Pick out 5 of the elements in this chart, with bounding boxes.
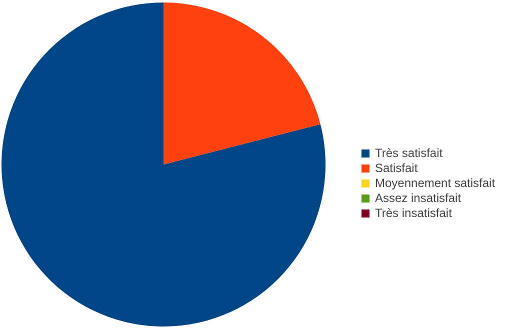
legend-label: Très satisfait [375, 146, 443, 160]
legend-label: Moyennement satisfait [375, 176, 496, 190]
legend-label: Satisfait [375, 161, 418, 175]
legend-label: Assez insatisfait [375, 191, 462, 205]
legend-label: Très insatisfait [375, 206, 452, 220]
